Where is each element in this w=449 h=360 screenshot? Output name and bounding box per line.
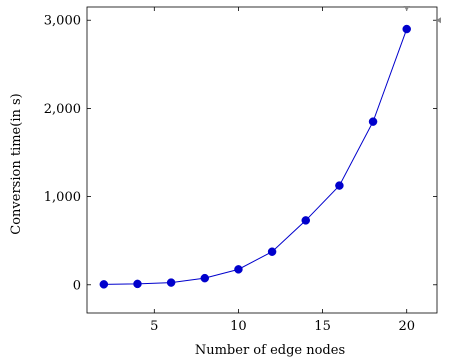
series-line (103, 28, 408, 285)
right-edge-marker (436, 17, 441, 24)
plot-frame (86, 6, 438, 314)
data-point (234, 265, 243, 274)
axes: 5 10 15 20 0 1,000 2,000 3,000 (44, 6, 441, 334)
data-point (166, 278, 176, 287)
labels-layer: Number of edge nodes Conversion time(in … (9, 93, 345, 358)
y-tick-label: 0 (73, 278, 81, 293)
x-tick-label: 10 (230, 319, 247, 334)
data-point (133, 279, 142, 289)
data-point (301, 216, 310, 225)
x-axis-label: Number of edge nodes (195, 343, 345, 358)
top-edge-marker (403, 6, 410, 11)
x-tick-label: 20 (398, 319, 415, 334)
series-layer (99, 24, 411, 289)
data-point (267, 247, 277, 256)
data-point (200, 273, 210, 283)
data-point (99, 280, 109, 289)
data-point (335, 181, 344, 190)
x-tick-label: 15 (314, 319, 331, 334)
data-point (402, 24, 411, 34)
y-tick-label: 1,000 (44, 190, 81, 205)
data-point (368, 117, 378, 126)
y-axis-label: Conversion time(in s) (9, 93, 24, 234)
y-tick-label: 3,000 (44, 14, 81, 29)
y-tick-label: 2,000 (44, 102, 81, 117)
x-tick-label: 5 (150, 319, 158, 334)
